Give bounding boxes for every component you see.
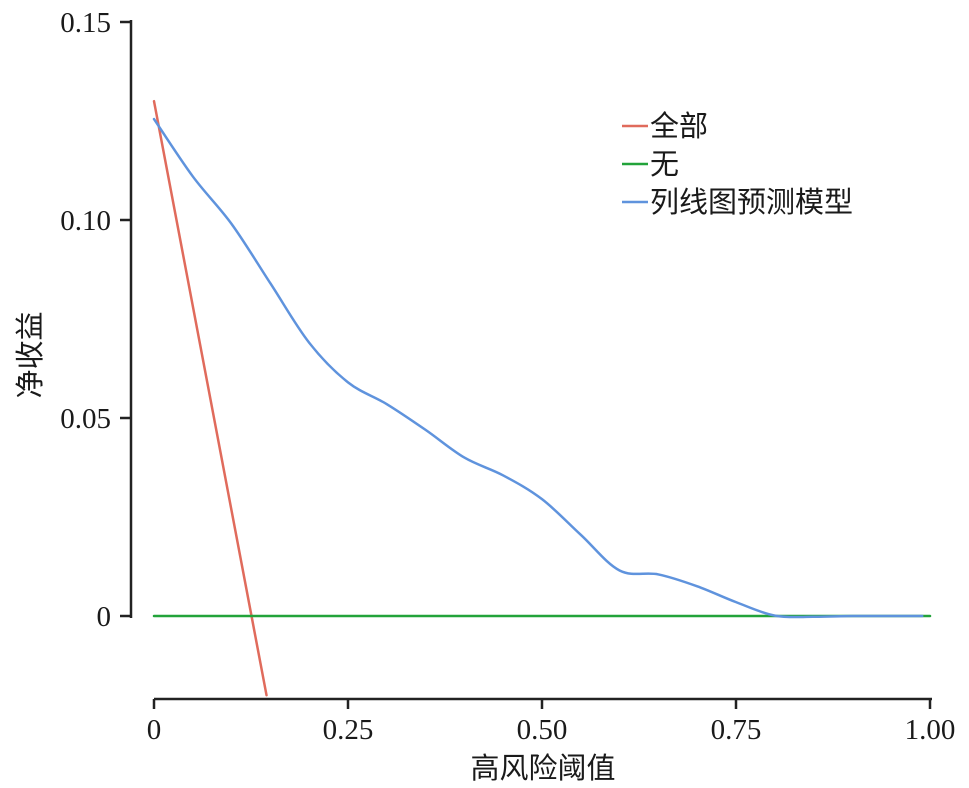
- legend-label: 列线图预测模型: [650, 185, 853, 219]
- y-tick-label: 0.10: [60, 205, 111, 237]
- x-tick-label: 0.25: [323, 714, 374, 746]
- y-axis-ticks: 0 0.05 0.10 0.15: [60, 7, 131, 633]
- x-tick-label: 0.50: [517, 714, 568, 746]
- legend-label: 全部: [650, 109, 708, 143]
- x-axis-title: 高风险阈值: [470, 751, 615, 785]
- axes: [129, 20, 932, 701]
- x-tick-label: 0.75: [711, 714, 762, 746]
- y-axis-title: 净收益: [13, 311, 47, 398]
- series-all-line: [152, 99, 268, 697]
- x-axis-ticks: 0 0.25 0.50 0.75 1.00: [147, 699, 956, 746]
- series-layer: [152, 99, 932, 697]
- y-tick-label: 0.15: [60, 7, 111, 39]
- x-tick-label: 0: [147, 714, 162, 746]
- y-tick-label: 0: [97, 601, 112, 633]
- y-tick-label: 0.05: [60, 403, 111, 435]
- x-tick-label: 1.00: [905, 714, 956, 746]
- series-nomogram-line: [152, 117, 924, 619]
- legend-label: 无: [650, 147, 679, 181]
